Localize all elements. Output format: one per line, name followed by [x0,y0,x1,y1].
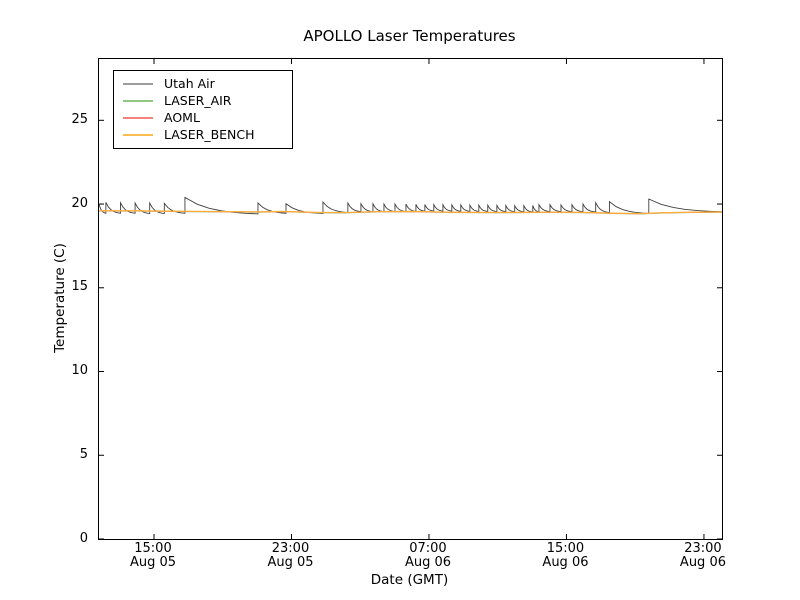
legend-line-swatch [123,133,153,136]
legend-item: LASER_AIR [114,92,292,109]
x-tick-label: 23:00 Aug 06 [658,542,748,569]
x-tick-label: 15:00 Aug 06 [520,542,610,569]
legend-label: LASER_AIR [164,93,232,108]
legend-label: LASER_BENCH [164,127,255,142]
x-tick-label: 07:00 Aug 06 [383,542,473,569]
y-tick-label: 10 [71,363,88,379]
legend-item: Utah Air [114,75,292,92]
x-tick-time: 07:00 [409,541,447,556]
legend-item: LASER_BENCH [114,126,292,143]
x-tick-label: 23:00 Aug 05 [245,542,335,569]
x-tick-date: Aug 06 [404,554,451,570]
x-tick-date: Aug 05 [267,554,314,570]
y-tick-label: 5 [79,446,88,462]
legend-item: AOML [114,109,292,126]
x-tick-time: 15:00 [546,541,585,556]
chart-title: APOLLO Laser Temperatures [303,27,516,45]
y-tick-label: 0 [79,530,88,546]
plot-canvas [99,59,722,539]
y-tick-label: 20 [71,195,88,211]
legend-line-swatch [123,116,153,119]
series-line-laser-bench [99,210,722,215]
x-tick-date: Aug 06 [542,554,589,570]
x-tick-time: 23:00 [684,541,722,556]
x-tick-label: 15:00 Aug 05 [108,542,198,569]
legend-line-swatch [123,99,153,102]
plot-area: Utah Air LASER_AIR AOML LASER_BENCH [98,58,723,540]
x-tick-date: Aug 06 [679,554,726,570]
y-tick-label: 15 [71,279,88,295]
x-tick-time: 23:00 [271,541,310,556]
x-tick-date: Aug 05 [129,554,177,570]
series-line-utah-air [99,196,722,215]
x-axis-label: Date (GMT) [370,572,449,588]
y-tick-label: 25 [71,111,88,127]
legend-label: Utah Air [164,76,215,91]
legend: Utah Air LASER_AIR AOML LASER_BENCH [113,70,293,149]
legend-line-swatch [123,82,153,85]
x-tick-time: 15:00 [134,541,172,556]
tick-marks [99,59,722,539]
legend-label: AOML [164,110,200,125]
